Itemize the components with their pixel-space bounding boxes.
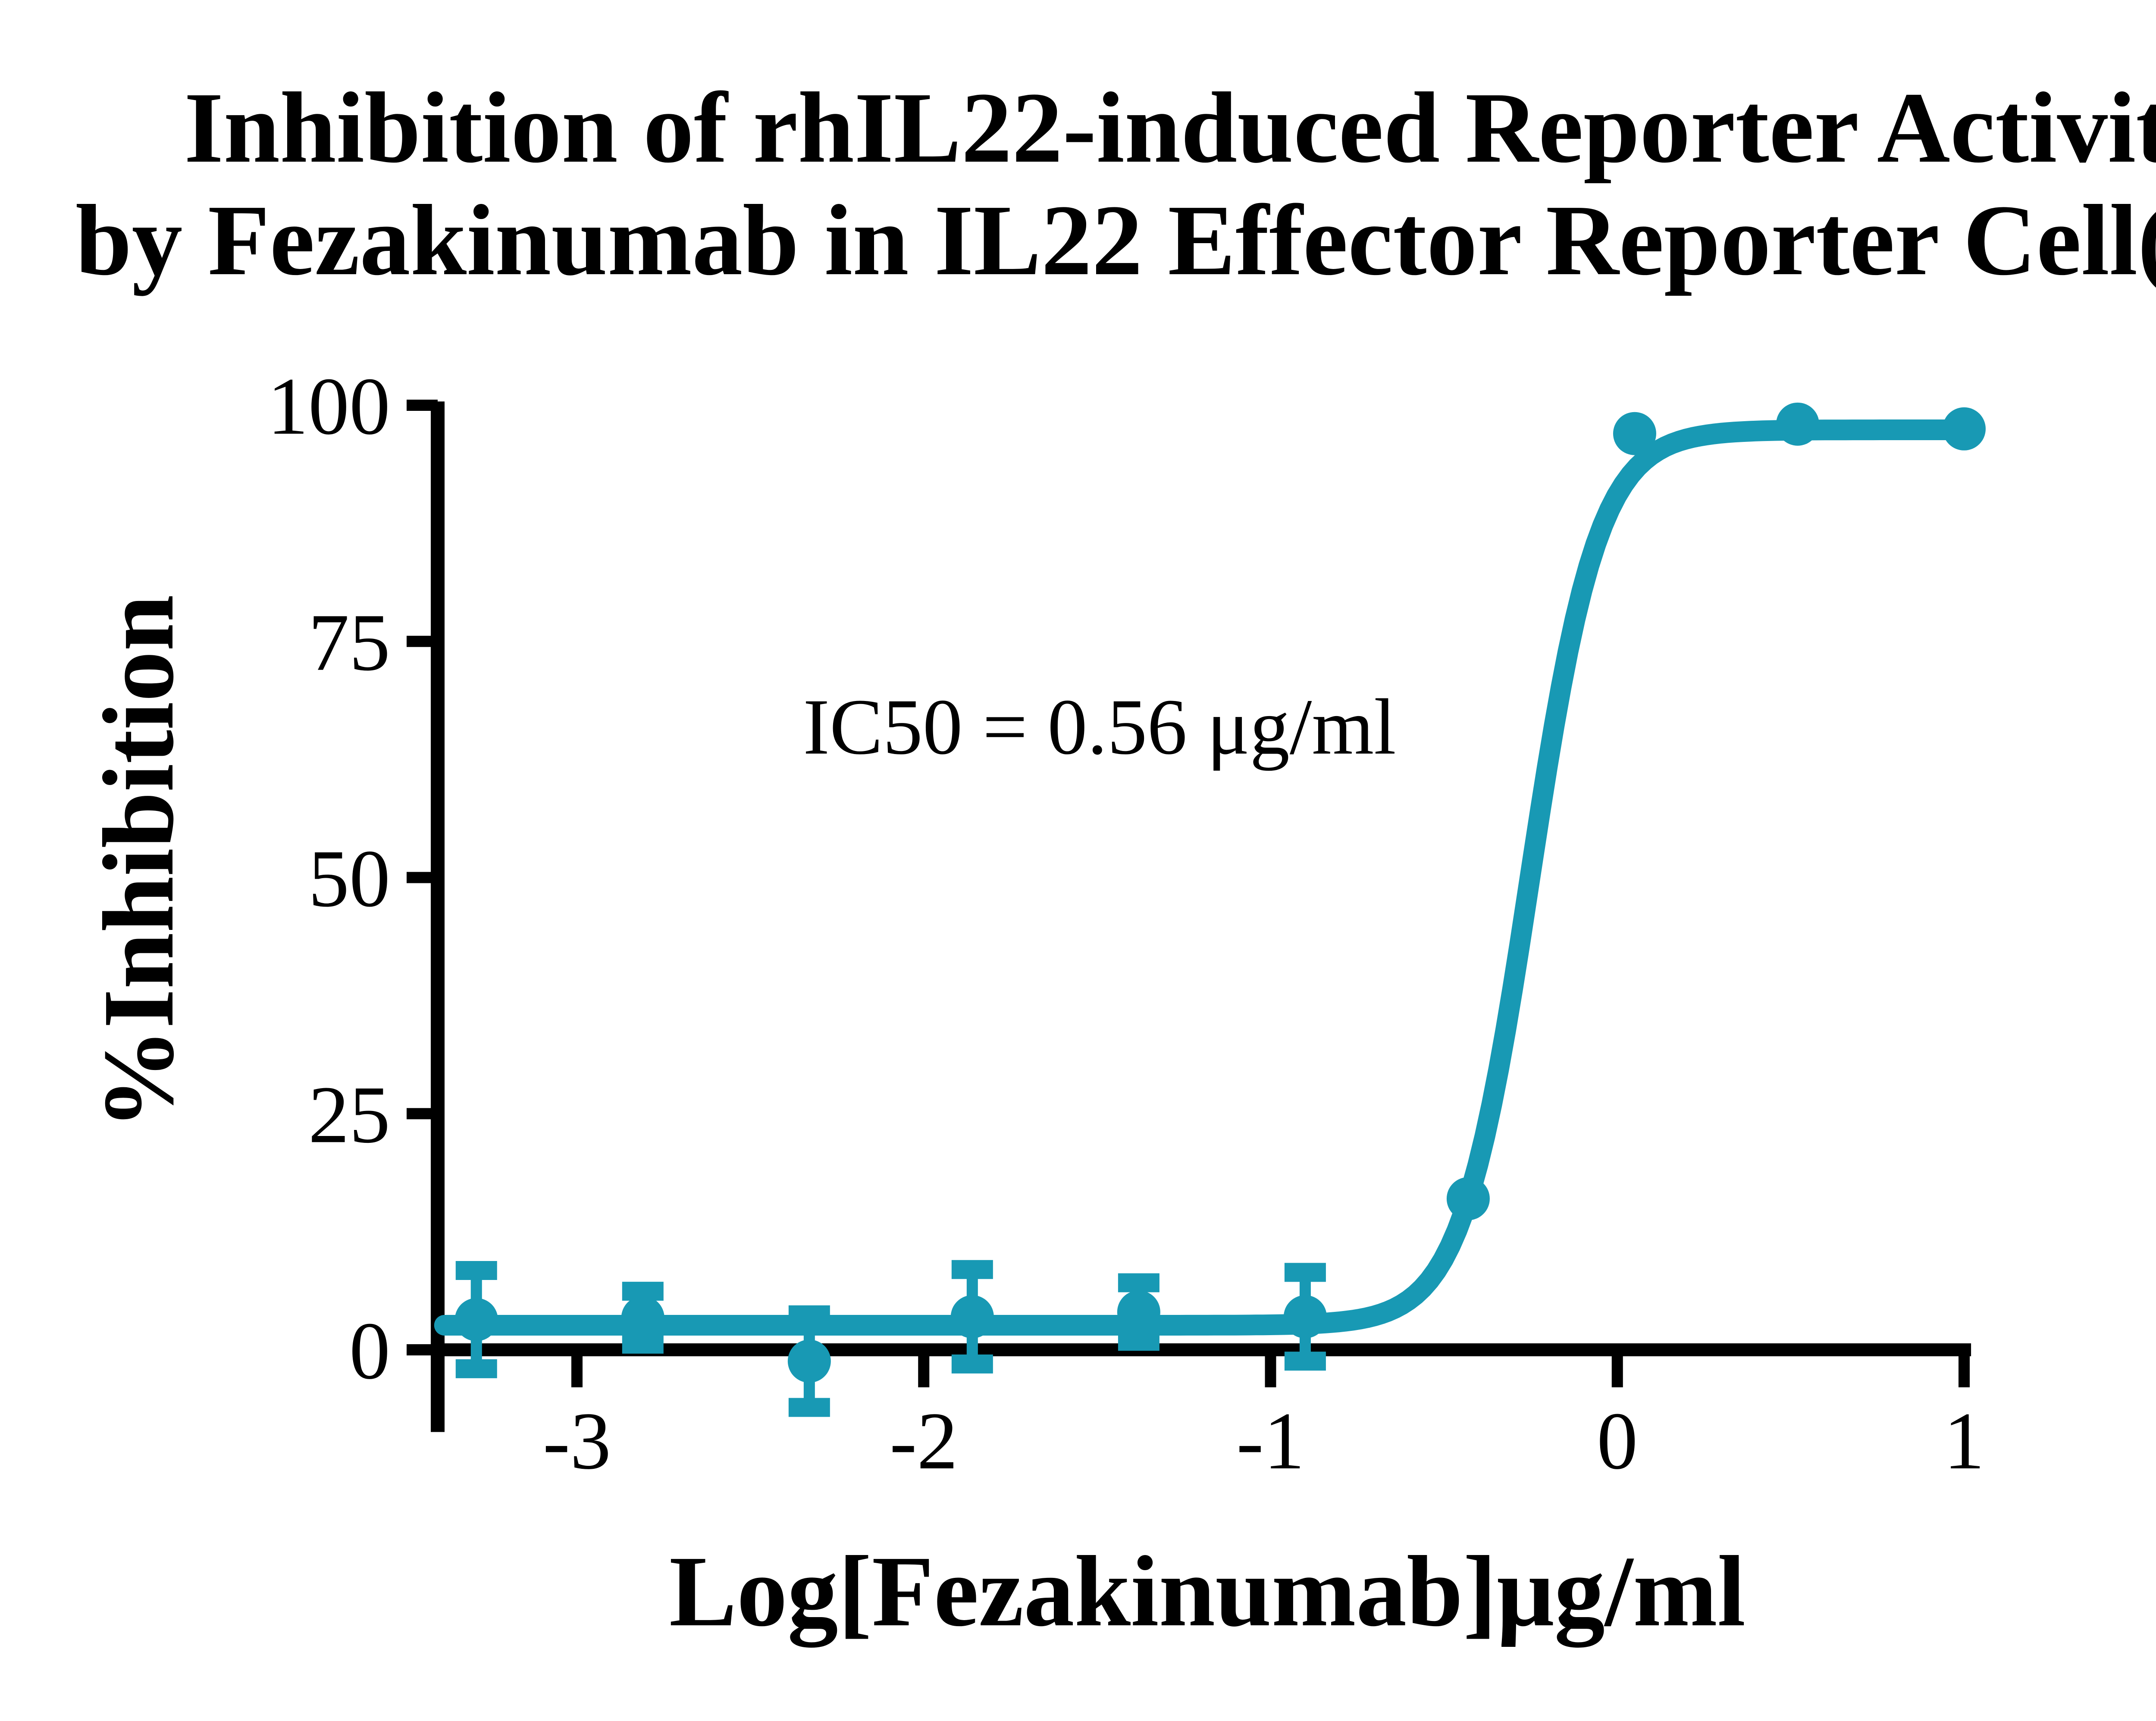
x-axis-label: Log[Fezakinumab]μg/ml (669, 1535, 1745, 1648)
y-tick-label: 0 (349, 1306, 390, 1396)
data-point (1117, 1290, 1160, 1334)
y-tick-label: 25 (308, 1070, 390, 1160)
y-axis-label: %Inhibition (82, 595, 194, 1130)
data-point (621, 1296, 664, 1339)
axis-tick-labels: 0 25 50 75 100 -3 -2 -1 0 1 (267, 361, 1985, 1486)
axes (431, 401, 1971, 1432)
x-tick-label: 0 (1597, 1396, 1638, 1486)
data-point (1943, 407, 1986, 451)
data-point (950, 1295, 994, 1339)
axis-ticks (407, 400, 1970, 1387)
x-tick-label: -1 (1236, 1396, 1304, 1486)
error-bars (455, 1260, 1326, 1417)
data-point (787, 1339, 831, 1383)
y-tick-label: 50 (308, 834, 390, 924)
dose-response-curve (434, 419, 1974, 1336)
fit-curve (434, 419, 1974, 1336)
x-tick-label: -3 (543, 1396, 611, 1486)
data-point (1613, 412, 1656, 455)
chart-title-line2: by Fezakinumab in IL22 Effector Reporter… (75, 184, 2156, 296)
y-tick-label: 75 (308, 598, 390, 688)
ic50-annotation: IC50 = 0.56 μg/ml (803, 683, 1396, 771)
y-tick-label: 100 (267, 361, 390, 452)
x-tick-label: 1 (1944, 1396, 1985, 1486)
data-point (1446, 1177, 1490, 1220)
x-tick-label: -2 (890, 1396, 958, 1486)
data-point (1283, 1295, 1327, 1339)
data-point (454, 1298, 498, 1341)
data-points (454, 402, 1986, 1383)
data-point (1776, 402, 1819, 446)
chart-title-line1: Inhibition of rhIL22-induced Reporter Ac… (184, 72, 2156, 184)
